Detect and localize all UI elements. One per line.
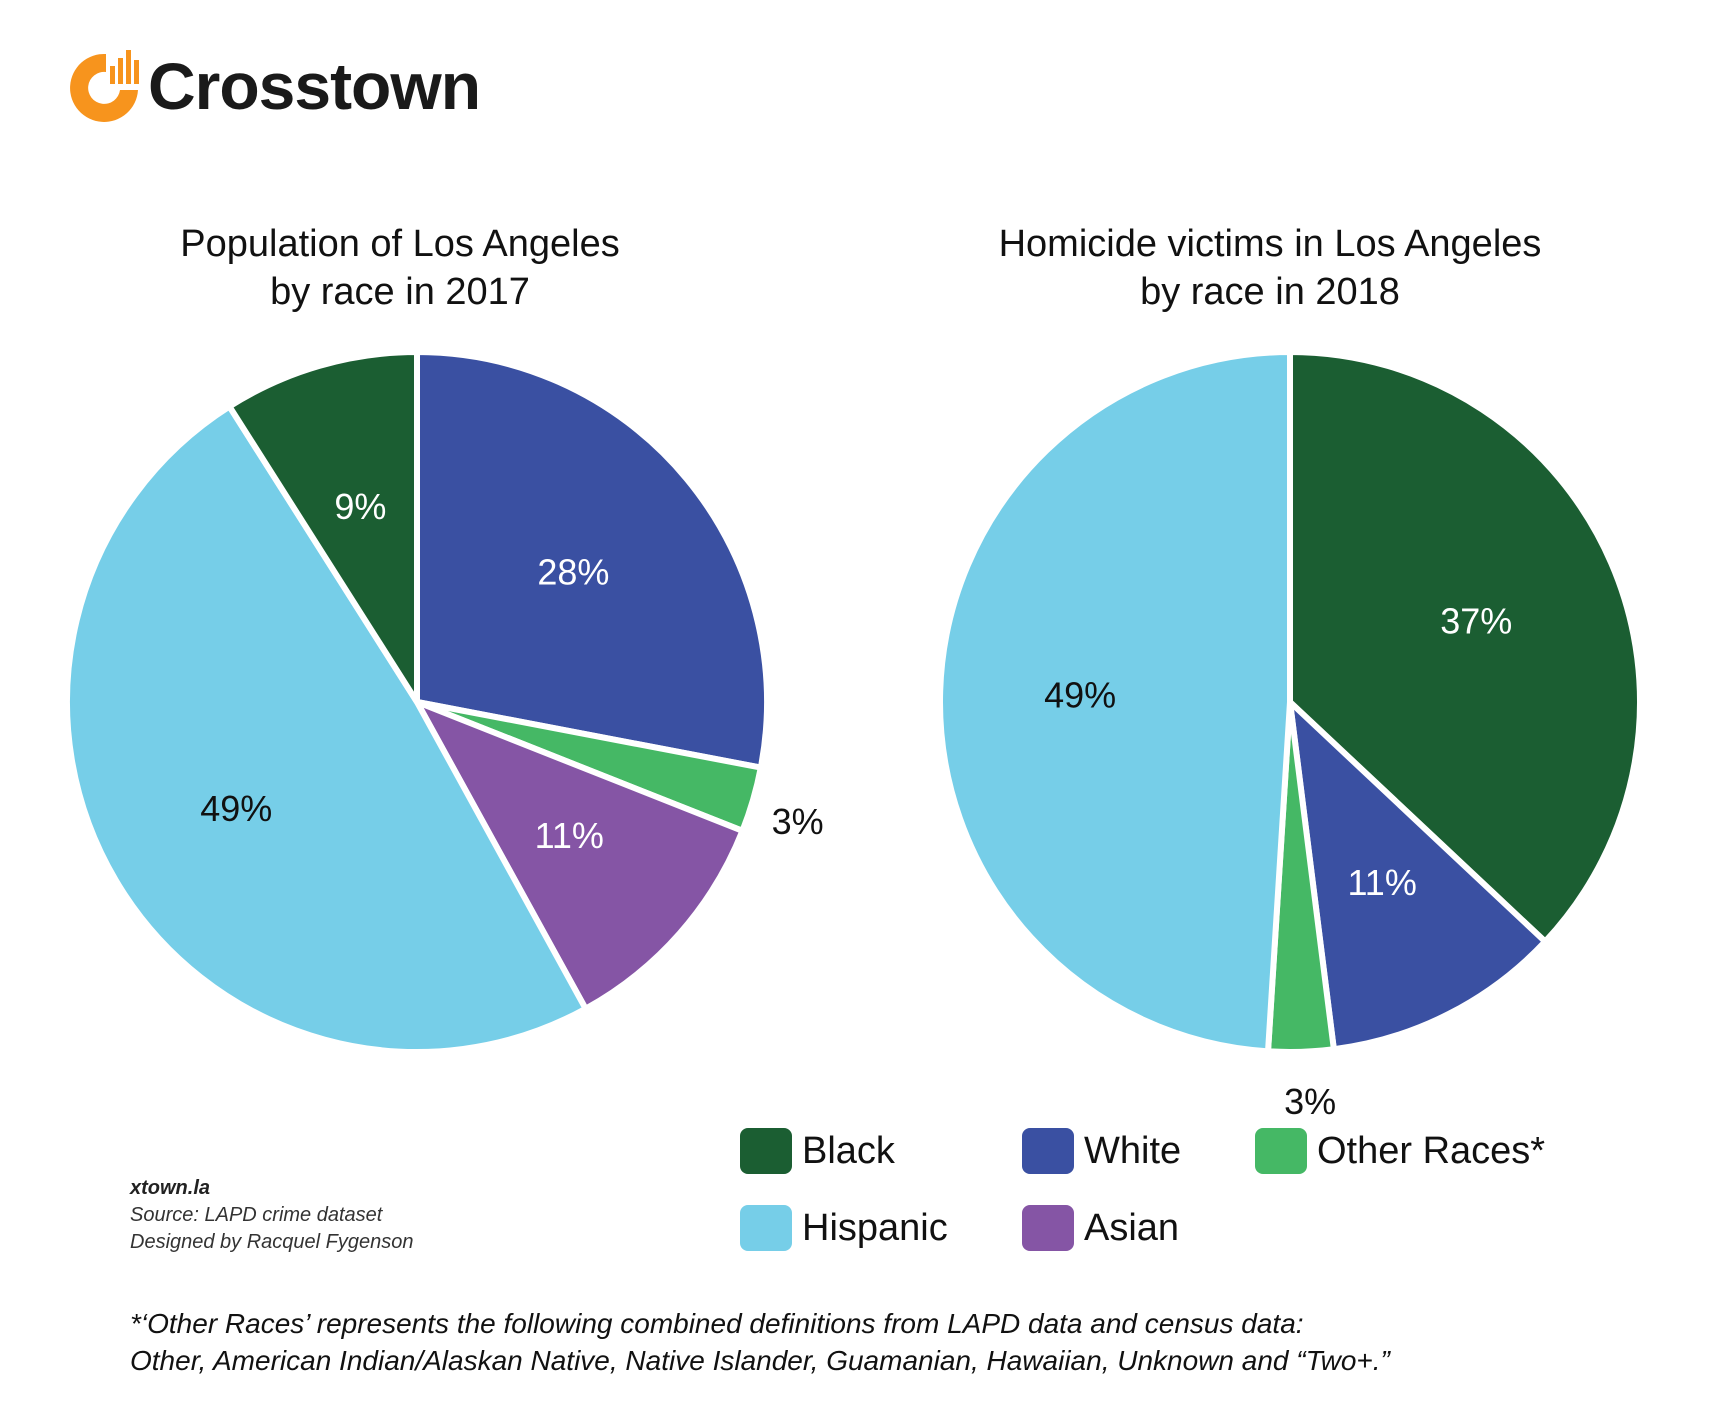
legend-label-white: White [1084, 1129, 1182, 1172]
legend-item-other-races: Other Races* [1255, 1126, 1545, 1176]
legend-label-asian: Asian [1084, 1206, 1180, 1249]
legend-swatch-asian [1022, 1205, 1074, 1251]
crosstown-logo: Crosstown [62, 46, 542, 128]
legend-label-black: Black [802, 1129, 895, 1172]
footer-credit: xtown.la Source: LAPD crime dataset Desi… [130, 1175, 414, 1256]
population-slice-asian [414, 699, 746, 1012]
footer-source: Source: LAPD crime dataset [130, 1204, 383, 1226]
population-label-hispanic: 49% [200, 788, 272, 829]
footnote-line-2: Other, American Indian/Alaskan Native, N… [130, 1345, 1390, 1376]
legend-swatch-white [1022, 1128, 1074, 1174]
left-chart-title-line-1: Population of Los Angeles [180, 223, 620, 265]
footnote: *‘Other Races’ represents the following … [130, 1305, 1690, 1379]
legend-label-other-races: Other Races* [1317, 1129, 1546, 1172]
left-chart-title: Population of Los Angeles by race in 201… [100, 220, 700, 316]
population-slice-hispanic [63, 403, 589, 1055]
population-label-black: 9% [334, 486, 386, 527]
legend-item-white: White [1022, 1126, 1181, 1176]
crosstown-logo-icon [70, 50, 139, 122]
population-label-white: 28% [537, 552, 609, 593]
footer-designer: Designed by Racquel Fygenson [130, 1231, 414, 1253]
population-label-asian: 11% [535, 815, 604, 856]
legend-swatch-other-races [1255, 1128, 1307, 1174]
legend-label-hispanic: Hispanic [802, 1206, 948, 1249]
legend-item-black: Black [740, 1126, 895, 1176]
right-chart-title: Homicide victims in Los Angeles by race … [935, 220, 1605, 316]
legend-item-asian: Asian [1022, 1203, 1179, 1253]
footer-site: xtown.la [130, 1177, 211, 1199]
population-label-other-races: 3% [772, 801, 824, 842]
right-chart-title-line-2: by race in 2018 [1140, 271, 1400, 313]
population-slice-white [414, 349, 770, 771]
legend-swatch-black [740, 1128, 792, 1174]
right-chart-title-line-1: Homicide victims in Los Angeles [998, 223, 1542, 265]
footnote-line-1: *‘Other Races’ represents the following … [130, 1308, 1304, 1339]
left-chart-title-line-2: by race in 2017 [270, 271, 530, 313]
legend-item-hispanic: Hispanic [740, 1203, 948, 1253]
brand-name: Crosstown [148, 49, 481, 123]
legend-swatch-hispanic [740, 1205, 792, 1251]
population-slice-black [226, 349, 420, 705]
